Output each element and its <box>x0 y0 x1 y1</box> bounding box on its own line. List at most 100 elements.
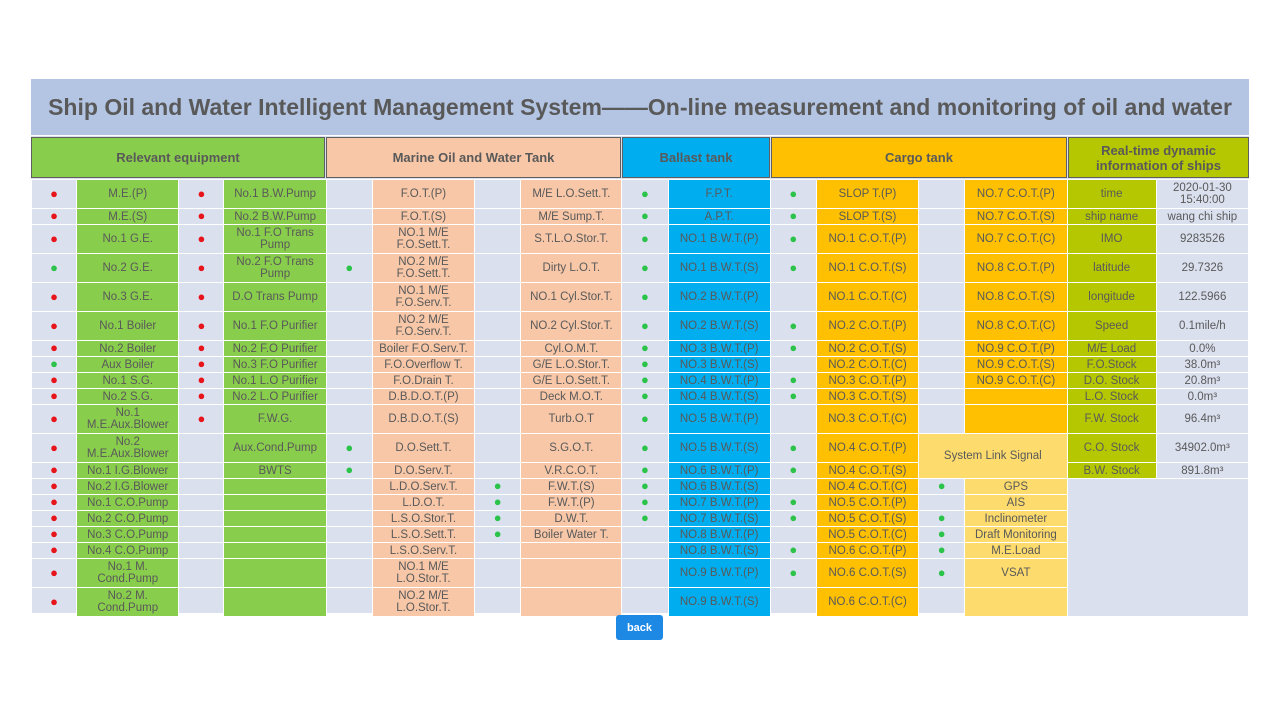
equipment-a-label: No.4 C.O.Pump <box>76 542 180 559</box>
oil-tank-a-label: D.B.D.O.T.(S) <box>371 404 476 434</box>
ballast-tank-label: NO.5 B.W.T.(P) <box>667 404 771 434</box>
oil-tank-a-status <box>325 224 373 254</box>
cargo-tank-b-status <box>918 224 966 254</box>
oil-tank-a-status <box>325 587 373 617</box>
cargo-tank-a-label: NO.1 C.O.T.(P) <box>815 224 920 254</box>
table-row: ● No.1 M.E.Aux.Blower ● F.W.G. D.B.D.O.T.(S)… <box>30 404 1250 434</box>
status-dot-icon: ● <box>937 542 946 557</box>
status-dot-icon: ● <box>50 259 58 275</box>
equipment-b-status: ● <box>178 340 225 357</box>
table-row: ● No.3 G.E. ● D.O Trans Pump NO.1 M/E F.O.Se… <box>30 282 1250 312</box>
equipment-b-status: ● <box>178 224 225 254</box>
equipment-b-label: F.W.G. <box>223 404 327 434</box>
equipment-b-status: ● <box>178 372 225 389</box>
status-dot-icon: ● <box>197 340 206 355</box>
cargo-tank-a-status <box>769 526 817 543</box>
oil-tank-a-label: L.D.O.Serv.T. <box>371 478 476 495</box>
equipment-a-label: No.2 G.E. <box>76 253 180 283</box>
cargo-tank-a-status <box>769 356 817 373</box>
equipment-a-status: ● <box>30 494 78 511</box>
ship-info-value: 0.0% <box>1155 340 1250 357</box>
oil-tank-a-status <box>325 404 373 434</box>
ship-info-label: L.O. Stock <box>1066 388 1157 405</box>
cargo-tank-b-status <box>918 340 966 357</box>
table-row: ● No.1 Boiler ● No.1 F.O Purifier NO.2 M/E F… <box>30 311 1250 341</box>
equipment-a-label: No.3 G.E. <box>76 282 180 312</box>
cargo-tank-a-status <box>769 478 817 495</box>
ship-info-value: 2020-01-30 15:40:00 <box>1155 179 1250 209</box>
ship-info-label: F.W. Stock <box>1066 404 1157 434</box>
oil-tank-a-label: L.S.O.Sett.T. <box>371 526 476 543</box>
status-dot-icon: ● <box>50 388 58 403</box>
oil-tank-b-label: F.W.T.(S) <box>520 478 623 495</box>
equipment-a-label: No.2 S.G. <box>76 388 180 405</box>
cargo-tank-a-label: SLOP T.(S) <box>815 208 920 225</box>
ship-info-value: 0.0m³ <box>1155 388 1250 405</box>
equipment-b-label <box>223 478 327 495</box>
oil-tank-a-label: NO.1 M/E L.O.Stor.T. <box>371 558 476 588</box>
status-dot-icon: ● <box>50 208 58 223</box>
ballast-tank-label: NO.8 B.W.T.(S) <box>667 542 771 559</box>
cargo-tank-a-label: NO.6 C.O.T.(S) <box>815 558 920 588</box>
cargo-tank-b-label: NO.8 C.O.T.(C) <box>964 311 1068 341</box>
status-dot-icon: ● <box>50 340 58 355</box>
ship-info-label: C.O. Stock <box>1066 433 1157 463</box>
oil-tank-a-status <box>325 372 373 389</box>
equipment-b-status: ● <box>178 253 225 283</box>
status-dot-icon: ● <box>937 510 946 525</box>
ship-info-label: B.W. Stock <box>1066 462 1157 479</box>
cargo-tank-b-status <box>918 587 966 617</box>
oil-tank-b-label: D.W.T. <box>520 510 623 527</box>
ship-info-label: D.O. Stock <box>1066 372 1157 389</box>
status-dot-icon: ● <box>50 462 58 477</box>
cargo-tank-a-label: NO.2 C.O.T.(C) <box>815 356 920 373</box>
status-dot-icon: ● <box>789 439 798 455</box>
oil-tank-b-label <box>520 542 623 559</box>
equipment-a-status: ● <box>30 587 78 617</box>
cargo-tank-a-label: NO.2 C.O.T.(S) <box>815 340 920 357</box>
oil-tank-b-label: NO.2 Cyl.Stor.T. <box>520 311 623 341</box>
ship-info-label: time <box>1066 179 1157 209</box>
ballast-tank-status: ● <box>621 179 669 209</box>
cargo-tank-b-label: NO.8 C.O.T.(S) <box>964 282 1068 312</box>
cargo-tank-b-label: NO.9 C.O.T.(P) <box>964 340 1068 357</box>
status-dot-icon: ● <box>50 317 58 333</box>
oil-tank-a-label: L.S.O.Serv.T. <box>371 542 476 559</box>
ballast-tank-status: ● <box>621 340 669 357</box>
cargo-tank-b-status: ● <box>918 510 966 527</box>
table-row: ● No.2 Boiler ● No.2 F.O Purifier Boiler F.O… <box>30 340 1250 357</box>
status-dot-icon: ● <box>50 185 58 201</box>
status-dot-icon: ● <box>789 317 798 333</box>
ballast-tank-label: NO.7 B.W.T.(P) <box>667 494 771 511</box>
back-button[interactable]: back <box>616 615 663 640</box>
equipment-b-label: No.3 F.O Purifier <box>223 356 327 373</box>
oil-tank-b-label: G/E L.O.Stor.T. <box>520 356 623 373</box>
oil-tank-b-status <box>474 282 522 312</box>
status-dot-icon: ● <box>641 410 649 426</box>
equipment-a-status: ● <box>30 282 78 312</box>
equipment-b-status <box>178 542 225 559</box>
ship-info-label: Speed <box>1066 311 1157 341</box>
ship-info-label: M/E Load <box>1066 340 1157 357</box>
cargo-tank-a-label: NO.5 C.O.T.(C) <box>815 526 920 543</box>
status-dot-icon: ● <box>197 208 206 223</box>
cargo-tank-a-status: ● <box>769 558 817 588</box>
equipment-b-status: ● <box>178 208 225 225</box>
cargo-tank-b-status <box>918 404 966 434</box>
oil-tank-b-status <box>474 179 522 209</box>
ballast-tank-status: ● <box>621 372 669 389</box>
cargo-tank-a-status: ● <box>769 462 817 479</box>
table-row: ● No.3 C.O.Pump L.S.O.Sett.T. ● Boiler Water… <box>30 526 1249 543</box>
status-dot-icon: ● <box>641 230 649 246</box>
oil-tank-a-status <box>325 558 373 588</box>
cargo-tank-a-status: ● <box>769 433 817 463</box>
equipment-a-status: ● <box>30 311 78 341</box>
status-dot-icon: ● <box>197 317 206 333</box>
equipment-a-label: No.2 Boiler <box>76 340 180 357</box>
ballast-tank-label: NO.3 B.W.T.(S) <box>667 356 771 373</box>
title-bar: Ship Oil and Water Intelligent Managemen… <box>31 79 1249 136</box>
ballast-tank-status: ● <box>621 208 669 225</box>
cargo-tank-b-label: Draft Monitoring <box>964 526 1068 543</box>
equipment-b-label: No.1 F.O Trans Pump <box>223 224 327 254</box>
oil-tank-a-label: D.B.D.O.T.(P) <box>371 388 476 405</box>
